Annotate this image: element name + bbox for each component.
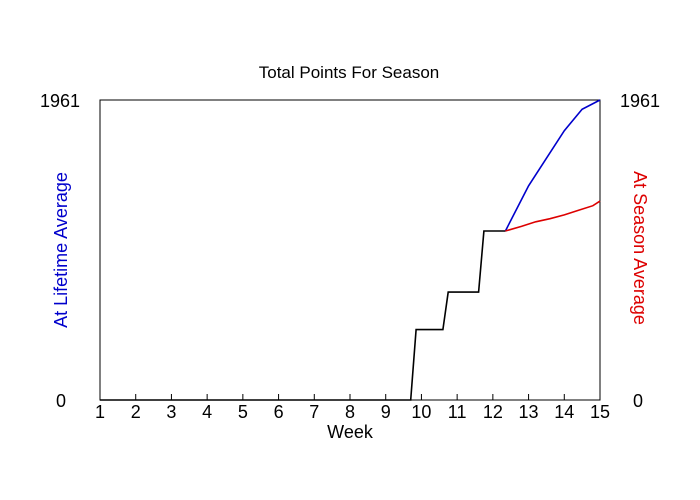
y-axis-label-right: At Season Average <box>630 171 650 325</box>
x-axis-ticks <box>99 394 601 400</box>
x-tick-label: 9 <box>381 402 391 422</box>
chart-title: Total Points For Season <box>259 63 439 82</box>
x-axis-label: Week <box>327 422 374 442</box>
x-tick-label: 11 <box>448 402 467 422</box>
series-line-1 <box>504 99 601 232</box>
x-axis-tick-labels: 1 2 3 4 5 6 7 8 9 10 11 12 13 14 15 <box>95 402 610 422</box>
x-tick-label: 3 <box>166 402 176 422</box>
x-tick-label: 2 <box>131 402 141 422</box>
y-right-tick-bottom: 0 <box>633 391 643 411</box>
plot-frame <box>99 99 601 401</box>
y-right-tick-top: 1961 <box>620 91 660 111</box>
x-tick-label: 6 <box>274 402 284 422</box>
x-tick-label: 12 <box>483 402 503 422</box>
y-axis-label-left: At Lifetime Average <box>51 172 71 328</box>
x-tick-label: 1 <box>95 402 105 422</box>
x-tick-label: 8 <box>345 402 355 422</box>
x-tick-label: 5 <box>238 402 248 422</box>
series-line-0 <box>100 230 506 401</box>
x-tick-label: 7 <box>309 402 319 422</box>
y-left-tick-top: 1961 <box>40 91 80 111</box>
series-lines <box>100 99 601 401</box>
x-tick-label: 15 <box>590 402 610 422</box>
x-tick-label: 10 <box>411 402 431 422</box>
series-line-2 <box>505 200 601 232</box>
x-tick-label: 13 <box>519 402 539 422</box>
y-left-tick-bottom: 0 <box>56 391 66 411</box>
x-tick-label: 4 <box>202 402 212 422</box>
x-tick-label: 14 <box>554 402 574 422</box>
